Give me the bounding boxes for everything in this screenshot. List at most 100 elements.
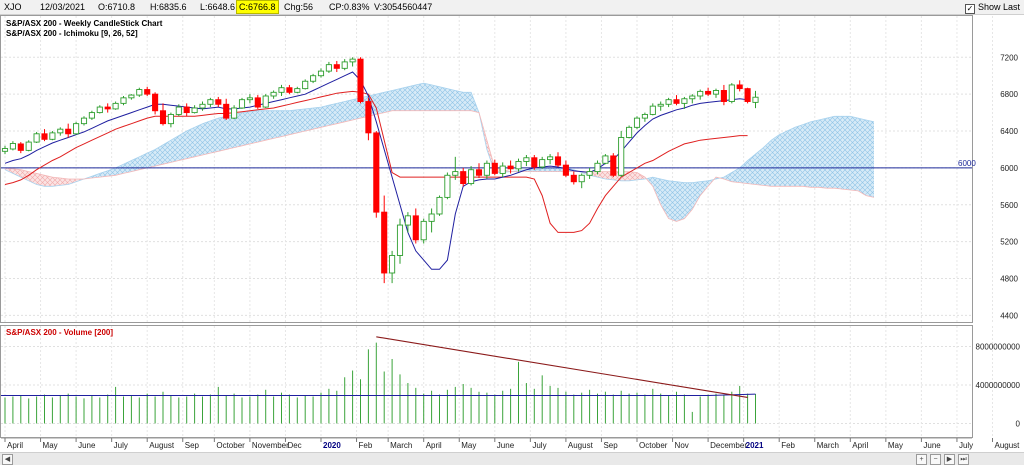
price-y-axis: 4400 4800 5200 5600 6000 6400 6800 7200 bbox=[1000, 53, 1018, 320]
candle-body bbox=[136, 89, 143, 96]
candle-up bbox=[128, 94, 135, 100]
bearish-cloud-segment bbox=[44, 175, 53, 187]
bullish-cloud-segment bbox=[91, 173, 100, 179]
candle-up bbox=[80, 116, 88, 126]
candle-body bbox=[570, 174, 577, 183]
quote-high: H:6835.6 bbox=[150, 2, 187, 12]
candle-body bbox=[396, 224, 404, 256]
bullish-cloud-segment bbox=[431, 84, 440, 111]
date-tick-label: Dec bbox=[287, 441, 301, 450]
candle-body bbox=[649, 105, 656, 115]
bullish-cloud-segment bbox=[155, 144, 163, 167]
bullish-cloud-segment bbox=[249, 110, 258, 144]
candle-up bbox=[626, 125, 633, 139]
candle-body bbox=[238, 99, 246, 109]
candle-up bbox=[317, 68, 325, 78]
candle-up bbox=[349, 57, 356, 67]
horizontal-line-label: 6000 bbox=[958, 159, 976, 168]
candle-up bbox=[278, 84, 285, 96]
candle-body bbox=[65, 128, 72, 135]
quote-change-percent: CP:0.83% bbox=[329, 2, 370, 12]
candle-down bbox=[744, 87, 751, 104]
candle-body bbox=[539, 159, 546, 168]
candle-up bbox=[547, 154, 554, 165]
candle-body bbox=[681, 98, 688, 104]
candle-body bbox=[720, 90, 727, 102]
candle-up bbox=[452, 156, 459, 180]
bullish-cloud-segment bbox=[194, 123, 203, 157]
bullish-cloud-segment bbox=[866, 119, 874, 198]
candle-body bbox=[602, 155, 609, 164]
quote-open: O:6710.8 bbox=[98, 2, 136, 12]
candle-down bbox=[562, 160, 569, 178]
date-tick-label: 2020 bbox=[323, 441, 341, 450]
candle-body bbox=[80, 117, 88, 125]
candle-body bbox=[310, 75, 317, 82]
bullish-cloud-segment bbox=[407, 84, 416, 111]
bullish-cloud-segment bbox=[652, 177, 661, 205]
candle-body bbox=[428, 213, 435, 222]
candle-body bbox=[420, 220, 427, 241]
candle-body bbox=[128, 94, 135, 99]
price-panel-frame bbox=[0, 15, 973, 323]
bullish-cloud-segment bbox=[534, 168, 543, 172]
zoom-in-icon[interactable]: + bbox=[916, 454, 927, 465]
show-last-checkbox[interactable]: ✓ bbox=[964, 4, 975, 14]
bullish-cloud-segment bbox=[297, 108, 306, 133]
chart-scrollbar[interactable]: ◀ + − ▶ ⏭ bbox=[0, 452, 1024, 465]
candle-up bbox=[389, 250, 396, 284]
bullish-cloud-segment bbox=[234, 112, 242, 148]
candle-body bbox=[207, 99, 214, 105]
candle-down bbox=[152, 92, 159, 115]
bullish-cloud-segment bbox=[392, 88, 400, 111]
bullish-cloud-segment bbox=[463, 92, 472, 111]
candle-down bbox=[41, 129, 48, 142]
bullish-cloud-segment bbox=[139, 153, 148, 170]
bullish-cloud-segment bbox=[810, 119, 819, 188]
show-last-toggle[interactable]: ✓ Show Last bbox=[964, 1, 1020, 14]
candle-up bbox=[9, 141, 16, 151]
bullish-cloud-segment bbox=[170, 135, 179, 163]
bullish-cloud-segment bbox=[795, 124, 803, 187]
scroll-right-icon[interactable]: ▶ bbox=[944, 454, 955, 465]
candle-up bbox=[641, 112, 648, 122]
candle-body bbox=[736, 84, 743, 90]
price-tick-label: 4800 bbox=[1000, 275, 1018, 284]
bullish-cloud-segment bbox=[384, 90, 393, 113]
candle-up bbox=[270, 90, 277, 99]
bullish-cloud-segment bbox=[755, 147, 764, 186]
scroll-left-icon[interactable]: ◀ bbox=[2, 454, 13, 465]
candle-up bbox=[57, 127, 64, 136]
candle-body bbox=[610, 155, 617, 176]
candle-up bbox=[712, 88, 720, 98]
candle-up bbox=[341, 59, 348, 71]
date-tick-label: August bbox=[149, 441, 175, 450]
candle-body bbox=[1, 148, 9, 152]
bullish-cloud-segment bbox=[526, 169, 535, 172]
candle-up bbox=[697, 89, 704, 100]
bullish-cloud-segment bbox=[802, 121, 811, 188]
candle-up bbox=[96, 105, 103, 114]
candle-down bbox=[475, 163, 483, 179]
candle-down bbox=[705, 87, 712, 96]
candle-body bbox=[657, 103, 664, 107]
candle-down bbox=[373, 131, 380, 218]
price-tick-label: 7200 bbox=[1000, 53, 1018, 62]
candle-down bbox=[673, 95, 680, 106]
zoom-out-icon[interactable]: − bbox=[930, 454, 941, 465]
bullish-cloud-segment bbox=[842, 116, 851, 191]
quote-volume: V:3054560447 bbox=[374, 2, 433, 12]
bullish-cloud-segment bbox=[289, 109, 298, 135]
candle-up bbox=[310, 73, 317, 84]
candle-body bbox=[468, 169, 475, 185]
bullish-cloud-segment bbox=[321, 105, 329, 128]
bullish-cloud-segment bbox=[107, 167, 116, 177]
volume-y-axis: 0 4000000000 8000000000 bbox=[976, 342, 1021, 428]
date-tick-label: Sep bbox=[603, 441, 618, 450]
chart-canvas[interactable]: 4400 4800 5200 5600 6000 6400 6800 7200 S&P/ASX… bbox=[0, 15, 1024, 452]
candle-body bbox=[586, 171, 593, 176]
scroll-end-icon[interactable]: ⏭ bbox=[958, 454, 969, 465]
candle-body bbox=[444, 174, 451, 198]
candle-up bbox=[404, 212, 411, 233]
bullish-cloud-segment bbox=[273, 110, 282, 139]
